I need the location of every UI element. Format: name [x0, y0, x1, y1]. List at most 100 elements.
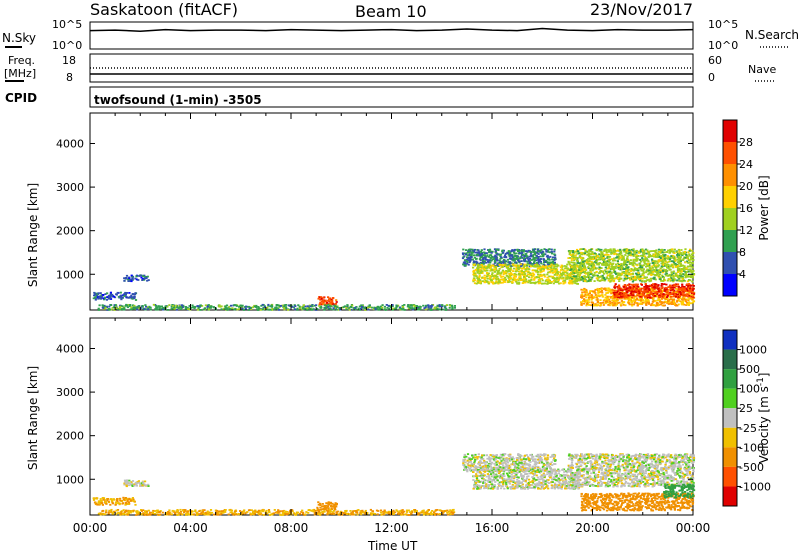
data-cell — [531, 255, 535, 257]
data-cell — [561, 265, 564, 268]
data-cell — [540, 266, 544, 269]
data-cell — [561, 268, 564, 271]
data-cell — [125, 509, 128, 512]
data-cell — [265, 308, 268, 311]
data-cell — [679, 265, 683, 267]
data-cell — [130, 499, 133, 502]
data-cell — [616, 302, 619, 304]
data-cell — [414, 305, 417, 308]
data-cell — [536, 250, 539, 253]
data-cell — [660, 262, 664, 265]
data-cell — [678, 279, 681, 282]
data-cell — [476, 276, 479, 279]
data-cell — [630, 294, 633, 296]
data-cell — [607, 301, 611, 304]
data-cell — [498, 281, 501, 284]
data-cell — [538, 282, 542, 284]
data-cell — [688, 297, 691, 300]
data-cell — [511, 278, 514, 281]
data-cell — [473, 248, 476, 251]
data-cell — [484, 256, 487, 259]
data-cell — [542, 258, 545, 261]
data-cell — [690, 302, 693, 305]
data-cell — [663, 278, 666, 281]
data-cell — [661, 274, 664, 277]
data-cell — [635, 286, 638, 289]
data-cell — [492, 264, 495, 267]
data-cell — [500, 264, 503, 266]
data-cell — [484, 276, 487, 279]
data-cell — [623, 272, 626, 275]
data-cell — [685, 288, 688, 291]
data-cell — [349, 510, 352, 512]
data-cell — [594, 292, 597, 294]
data-cell — [608, 271, 611, 274]
data-cell — [659, 271, 662, 274]
data-cell — [319, 303, 322, 306]
data-cell — [111, 306, 114, 309]
data-cell — [587, 266, 590, 268]
data-cell — [399, 306, 402, 309]
data-cell — [153, 512, 157, 515]
data-cell — [678, 300, 681, 303]
data-cell — [671, 274, 674, 277]
data-cell — [682, 273, 685, 276]
data-cell — [664, 271, 667, 273]
data-cell — [486, 281, 489, 283]
data-cell — [556, 274, 559, 277]
data-cell — [533, 261, 536, 264]
data-cell — [325, 502, 328, 504]
data-cell — [645, 270, 648, 272]
data-cell — [110, 499, 114, 502]
data-cell — [585, 261, 588, 264]
data-cell — [576, 248, 579, 251]
data-cell — [222, 307, 226, 310]
data-cell — [649, 269, 652, 272]
data-cell — [585, 276, 588, 278]
data-cell — [680, 268, 683, 270]
data-cell — [306, 307, 309, 310]
data-cell — [339, 308, 342, 311]
data-cell — [300, 511, 303, 513]
data-cell — [166, 305, 169, 308]
data-cell — [208, 511, 211, 514]
data-cell — [546, 276, 549, 279]
data-cell — [521, 251, 524, 254]
data-cell — [616, 297, 619, 300]
data-cell — [532, 251, 535, 253]
freq-left-tick-bottom: 8 — [66, 71, 73, 84]
data-cell — [143, 274, 146, 277]
data-cell — [185, 510, 188, 513]
data-cell — [111, 293, 114, 296]
data-cell — [605, 270, 608, 273]
data-cell — [630, 288, 633, 291]
data-cell — [332, 297, 335, 299]
data-cell — [616, 260, 619, 262]
data-cell — [332, 510, 335, 512]
data-cell — [635, 278, 638, 281]
data-cell — [554, 269, 557, 272]
data-cell — [613, 267, 616, 270]
data-cell — [665, 251, 669, 253]
data-cell — [511, 281, 514, 284]
data-cell — [631, 284, 634, 287]
data-cell — [385, 304, 388, 306]
data-cell — [330, 305, 333, 308]
data-cell — [582, 278, 585, 281]
data-cell — [573, 259, 576, 262]
data-cell — [607, 267, 610, 270]
data-cell — [524, 280, 528, 283]
data-cell — [132, 500, 135, 502]
data-cell — [553, 271, 556, 273]
data-cell — [541, 265, 545, 267]
data-cell — [462, 261, 465, 264]
data-cell — [592, 261, 595, 264]
data-cell — [484, 258, 487, 261]
data-cell — [387, 304, 390, 307]
data-cell — [621, 302, 624, 304]
data-cell — [523, 278, 526, 281]
data-cell — [610, 258, 614, 260]
data-cell — [630, 301, 633, 304]
data-cell — [692, 273, 696, 275]
data-cell — [619, 253, 622, 256]
